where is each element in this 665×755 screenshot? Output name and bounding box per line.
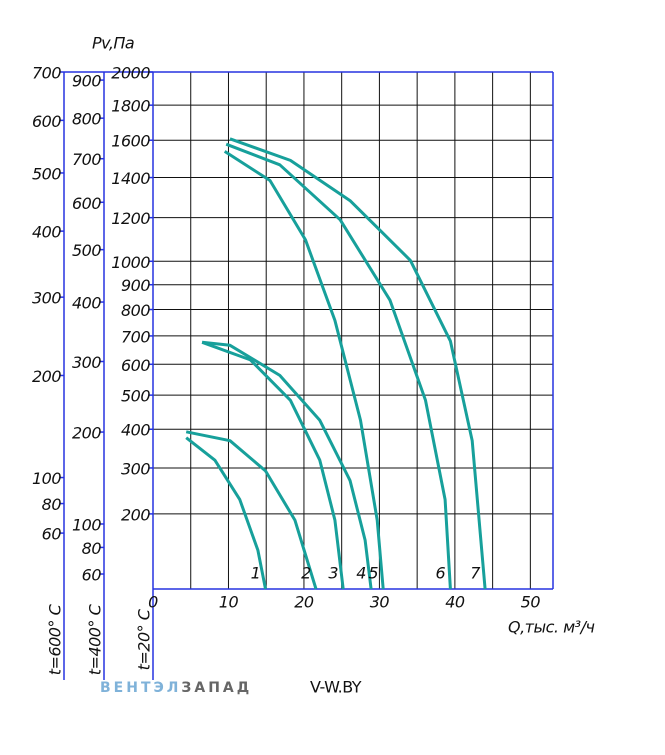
y-tick-label: 100 [32,469,61,488]
y-tick-label: 500 [72,241,101,260]
y-tick-label: 900 [72,72,101,91]
y-tick-label: 600 [121,356,150,375]
curve [185,430,318,590]
y-tick-label: 1200 [111,209,150,228]
x-tick-label: 0 [148,593,158,612]
y-tick-label: 700 [32,64,61,83]
y-tick-label: 300 [72,353,101,372]
y-tick-label: 600 [32,112,61,131]
curve-label: 1 [251,564,261,583]
x-tick-label: 40 [445,593,465,612]
footer-brand: ВЕНТЭЛЗАПАД [100,680,252,696]
brand-part: ВЕНТЭЛ [100,680,181,696]
curve-label: 7 [470,564,481,583]
x-tick-label: 20 [294,593,314,612]
curve-label: 4 [356,564,366,583]
curve [229,137,487,590]
curve [201,340,345,590]
y-tick-label: 2000 [111,64,150,83]
y-tick-label: 300 [121,459,150,478]
y-tick-label: 80 [42,495,62,514]
curve [223,150,385,590]
y-tick-label: 1600 [111,132,150,151]
y-tick-label: 1400 [111,169,150,188]
y-tick-label: 900 [121,276,150,295]
curve [201,340,373,590]
curve [185,436,267,590]
y-tick-label: 400 [32,223,61,242]
curve-label: 5 [368,564,378,583]
y-tick-label: 1000 [111,253,150,272]
y-tick-label: 800 [72,110,101,129]
x-tick-label: 50 [521,593,541,612]
y-tick-label: 400 [72,294,101,313]
y-tick-label: 60 [82,566,102,585]
curve [225,142,452,590]
footer-site: V-W.BY [310,678,362,697]
y-tick-label: 600 [72,194,101,213]
y-axis-title: Pv,Па [92,34,134,53]
x-axis-title: Q,тыс. м³/ч [508,618,594,637]
x-tick-label: 10 [219,593,239,612]
y-tick-label: 60 [42,525,62,544]
y-tick-label: 100 [72,515,101,534]
curve-label: 2 [301,564,311,583]
curve-label: 6 [436,564,446,583]
axis-temp-label: t=20° C [135,608,154,670]
y-tick-label: 1800 [111,97,150,116]
y-tick-label: 200 [72,424,101,443]
y-tick-label: 700 [121,327,150,346]
y-tick-label: 500 [121,387,150,406]
axis-temp-label: t=600° C [46,603,65,675]
y-tick-label: 400 [121,421,150,440]
y-tick-label: 200 [121,505,150,524]
x-tick-label: 30 [370,593,390,612]
brand-part: ЗАПАД [181,680,252,696]
y-tick-label: 80 [82,539,102,558]
y-tick-label: 800 [121,301,150,320]
curve-label: 3 [328,564,338,583]
y-tick-label: 500 [32,164,61,183]
y-tick-label: 700 [72,150,101,169]
y-tick-label: 200 [32,367,61,386]
y-tick-label: 300 [32,289,61,308]
axis-temp-label: t=400° C [86,603,105,675]
